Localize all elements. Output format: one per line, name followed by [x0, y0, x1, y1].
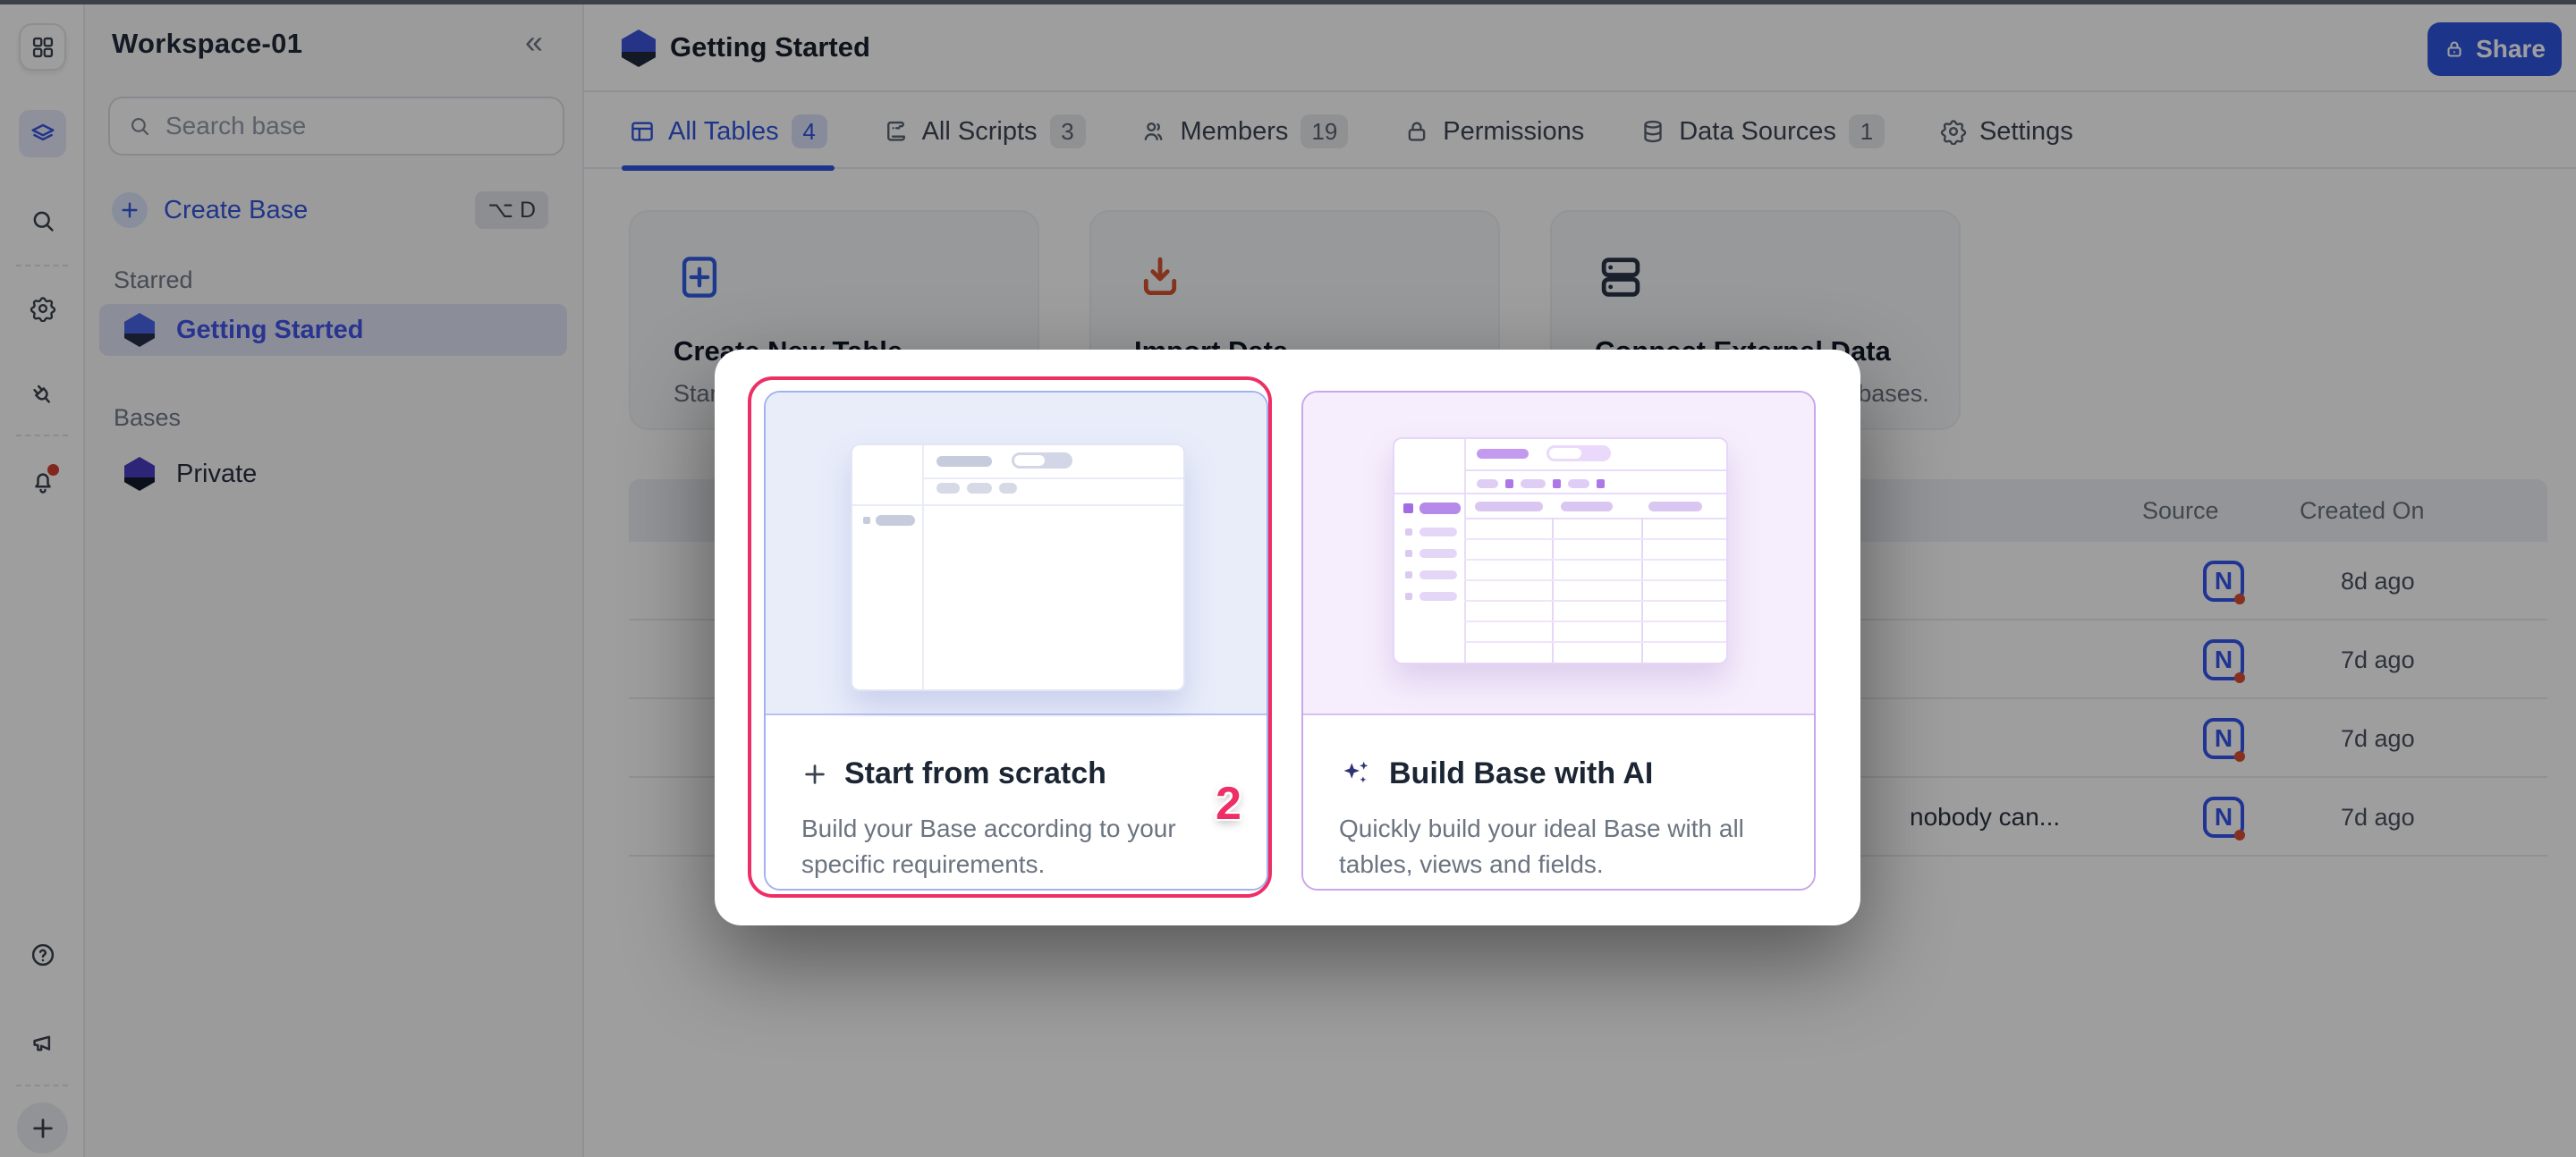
apps-grid-button[interactable] [19, 23, 66, 71]
start-from-scratch-option[interactable]: Start from scratch Build your Base accor… [764, 391, 1268, 891]
help-button[interactable] [19, 931, 66, 978]
row-title: nobody can... [1910, 803, 2061, 831]
base-header: Getting Started Share [584, 4, 2576, 92]
search-icon [131, 118, 149, 136]
row-created-on: 7d ago [2341, 803, 2415, 831]
settings-nav-button[interactable] [19, 284, 66, 332]
rail-divider [16, 435, 68, 436]
import-download-icon [1143, 257, 1177, 296]
sidebar-item-label: Getting Started [176, 315, 364, 344]
annotation-number-badge: 2 [1216, 778, 1241, 830]
search-icon [33, 211, 54, 232]
gear-icon [30, 296, 55, 322]
share-button[interactable]: Share [2428, 22, 2562, 76]
bases-section-label: Bases [114, 404, 182, 431]
tab-count-badge: 3 [1049, 114, 1086, 148]
tab-all-tables[interactable]: All Tables 4 [622, 94, 835, 171]
share-label: Share [2476, 35, 2546, 63]
tab-all-scripts[interactable]: All Scripts 3 [883, 94, 1086, 169]
search-base-input[interactable]: Search base [108, 97, 564, 156]
create-base-label: Create Base [164, 195, 309, 224]
script-icon [886, 121, 905, 141]
column-created-on: Created On [2300, 496, 2425, 524]
integrations-nav-button[interactable] [19, 371, 66, 418]
column-source: Source [2142, 496, 2219, 524]
ai-illustration [1303, 393, 1814, 715]
option-description: Quickly build your ideal Base with all t… [1339, 815, 1744, 878]
sparkles-icon [1343, 761, 1368, 782]
row-created-on: 7d ago [2341, 646, 2415, 673]
plus-icon [112, 192, 148, 228]
workspace-title: Workspace-01 [112, 28, 303, 59]
plug-icon [32, 384, 50, 403]
notification-dot [47, 464, 59, 476]
sidebar-item-getting-started[interactable]: Getting Started [99, 304, 567, 356]
create-base-button[interactable]: Create Base ⌥ D [97, 182, 572, 238]
build-base-with-ai-option[interactable]: Build Base with AI Quickly build your id… [1301, 391, 1816, 891]
nocodb-logo: N [2203, 639, 2245, 683]
page-title: Getting Started [670, 31, 870, 63]
tab-count-badge: 1 [1848, 114, 1885, 148]
table-icon [631, 122, 653, 141]
option-description: Build your Base according to your specif… [801, 815, 1176, 878]
tab-label: Settings [1979, 116, 2073, 146]
bell-icon [34, 472, 51, 494]
tab-label: Data Sources [1679, 116, 1836, 146]
starred-section-label: Starred [114, 266, 193, 293]
tab-count-badge: 4 [791, 114, 827, 148]
notifications-button[interactable] [19, 457, 66, 504]
window-top-strip [0, 0, 2576, 4]
create-base-shortcut: ⌥ D [475, 191, 548, 229]
megaphone-icon [32, 1035, 50, 1051]
sidebar-collapse-button[interactable]: « [525, 23, 544, 60]
option-title: Start from scratch [844, 756, 1106, 790]
search-placeholder: Search base [165, 112, 307, 139]
tab-label: Permissions [1443, 116, 1585, 146]
tab-label: Members [1180, 116, 1289, 146]
announcements-button[interactable] [19, 1018, 66, 1066]
apps-grid-icon [32, 37, 53, 57]
workspace-sidebar: Workspace-01 « Search base Create Base ⌥… [85, 4, 584, 1157]
nocodb-logo: N [2203, 797, 2245, 840]
tab-settings[interactable]: Settings [1940, 94, 2073, 169]
row-created-on: 7d ago [2341, 724, 2415, 752]
nocodb-logo: N [2203, 718, 2245, 762]
users-icon [1144, 122, 1162, 140]
bases-nav-button[interactable] [19, 110, 66, 157]
lock-icon [2447, 41, 2462, 57]
plus-icon [805, 764, 825, 784]
server-stack-icon [1601, 258, 1640, 297]
tab-label: All Scripts [921, 116, 1038, 146]
scratch-illustration [766, 393, 1267, 715]
sidebar-item-private[interactable]: Private [99, 448, 567, 500]
table-plus-icon [682, 257, 717, 298]
row-created-on: 8d ago [2341, 567, 2415, 595]
rail-add-button[interactable] [17, 1102, 68, 1153]
bases-layers-icon [31, 123, 54, 140]
option-title: Build Base with AI [1389, 756, 1654, 790]
database-icon [1644, 120, 1662, 143]
create-base-modal: Start from scratch Build your Base accor… [715, 350, 1860, 925]
help-icon [31, 943, 54, 966]
tab-count-badge: 19 [1301, 114, 1349, 148]
sidebar-item-label: Private [176, 459, 258, 488]
rail-divider [16, 265, 68, 266]
gear-icon [1940, 120, 1967, 145]
search-nav-button[interactable] [19, 197, 66, 244]
tab-permissions[interactable]: Permissions [1403, 94, 1584, 169]
plus-icon [32, 1118, 53, 1138]
nocodb-logo: N [2203, 561, 2245, 604]
rail-divider [16, 1085, 68, 1086]
icon-rail [0, 4, 85, 1157]
tab-members[interactable]: Members 19 [1141, 94, 1349, 169]
tab-data-sources[interactable]: Data Sources 1 [1640, 94, 1885, 169]
lock-icon [1408, 122, 1426, 141]
tab-label: All Tables [668, 116, 779, 146]
base-tabbar: All Tables 4 All Scripts 3 Members 19 Pe… [584, 94, 2576, 171]
